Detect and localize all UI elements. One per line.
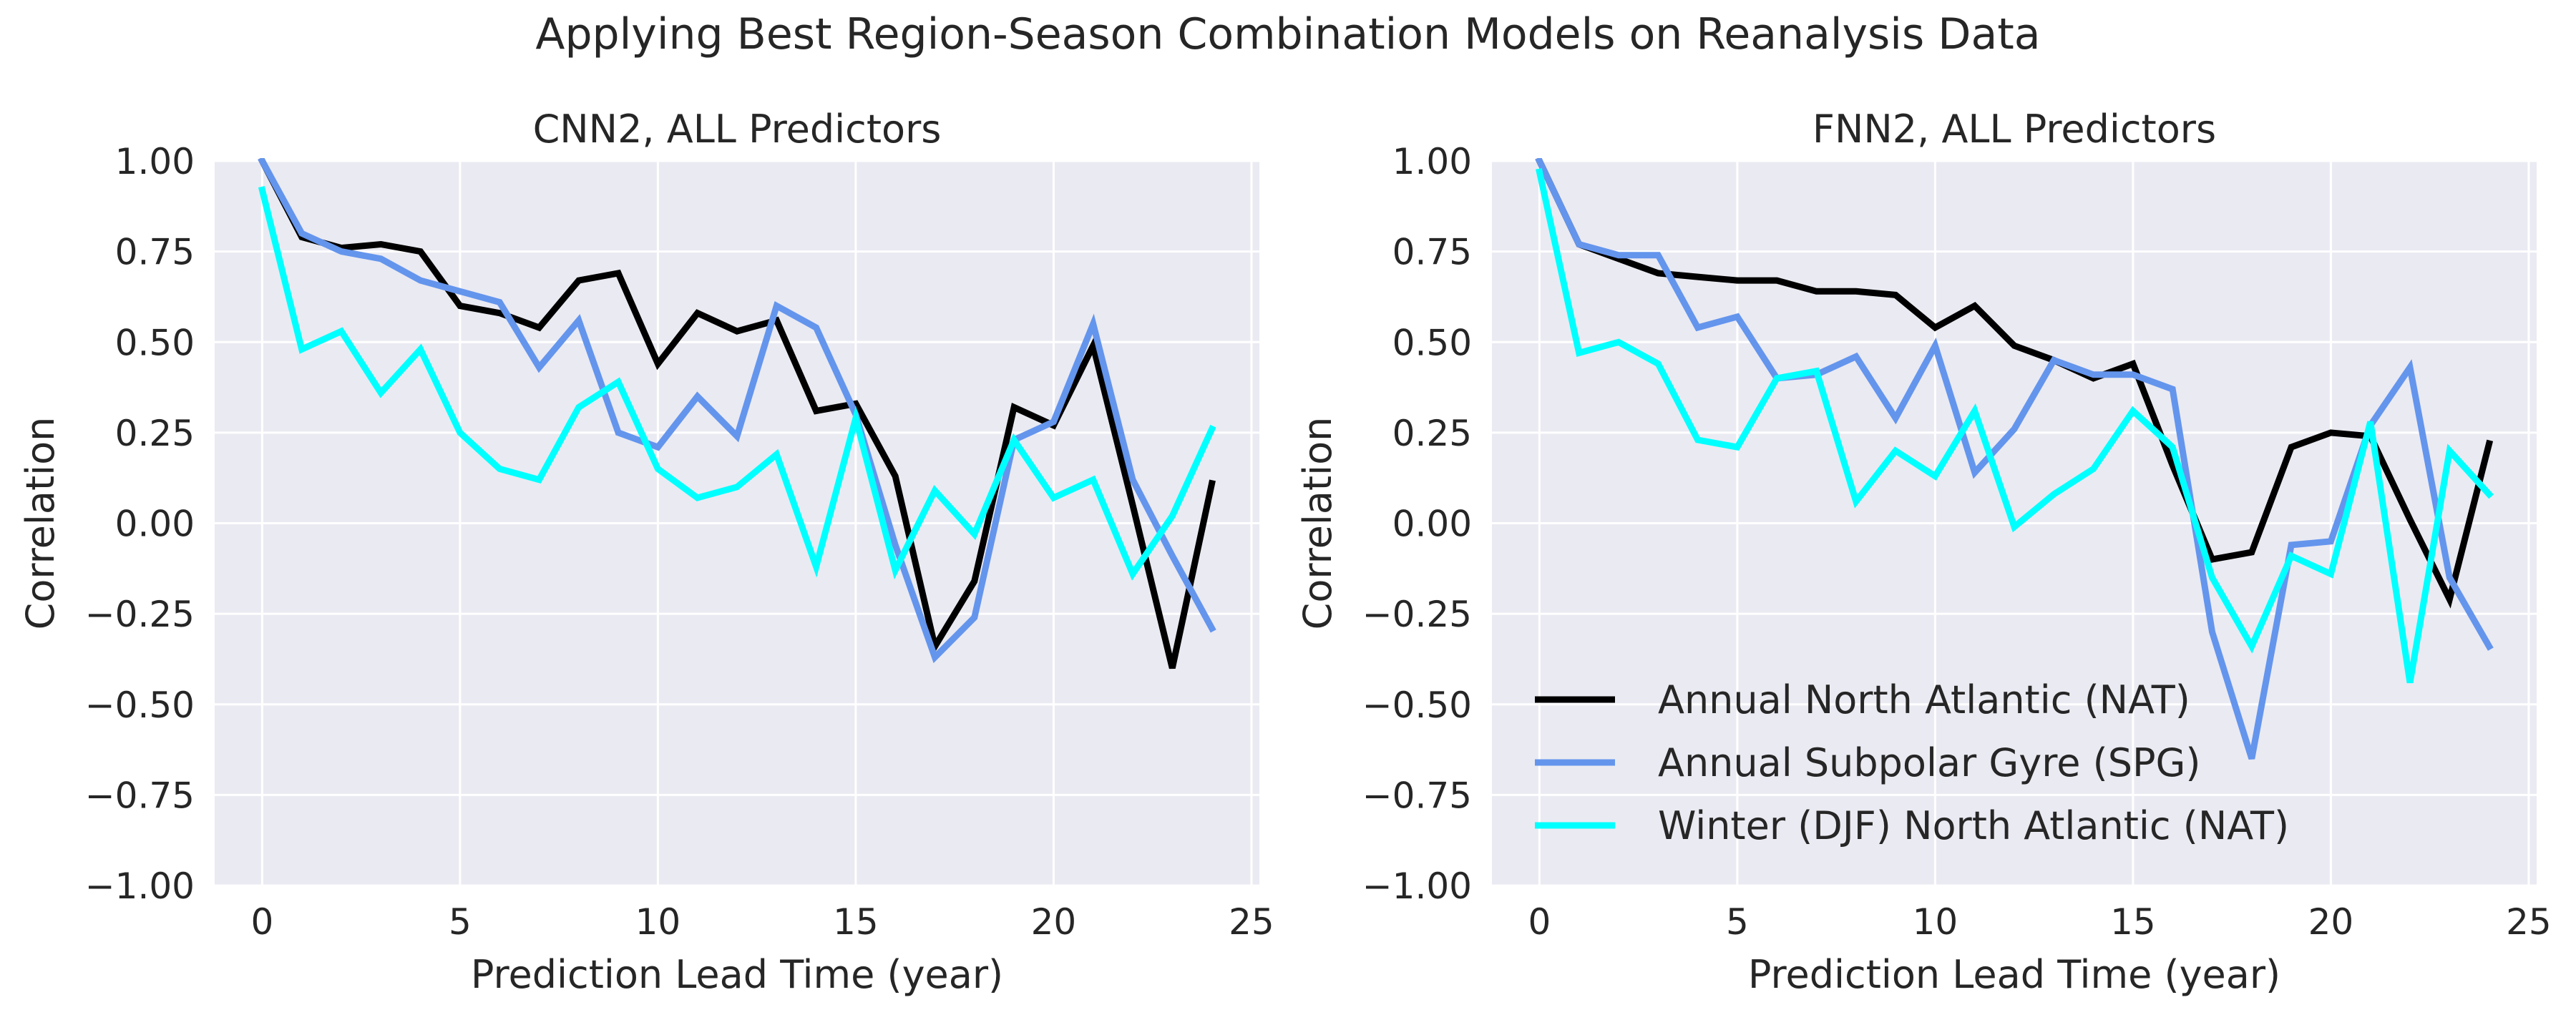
x-tick-label: 20 (1031, 901, 1077, 943)
chart-title: CNN2, ALL Predictors (533, 107, 942, 152)
legend-label: Annual North Atlantic (NAT) (1658, 677, 2190, 722)
chart-panel-2: 0 5 10 15 20 25 1.00 0.75 0.50 0.25 0.00 −0.25 −0.50… (1295, 107, 2552, 997)
y-tick-label: 0.75 (1392, 232, 1472, 273)
x-tick-label: 0 (250, 901, 273, 943)
series-line-2 (1535, 158, 2494, 760)
y-axis-label: Correlation (18, 417, 63, 630)
y-tick-label: 0.00 (1392, 504, 1472, 545)
y-tick-label: 0.25 (115, 413, 195, 454)
x-tick-label: 20 (2308, 901, 2354, 943)
chart-title: FNN2, ALL Predictors (1813, 107, 2216, 152)
y-tick-label: 0.00 (115, 504, 195, 545)
figure-suptitle: Applying Best Region-Season Combination … (535, 9, 2040, 59)
x-axis-label: Prediction Lead Time (year) (471, 952, 1003, 997)
y-tick-label: −0.50 (85, 685, 195, 726)
y-tick-label: −0.75 (85, 775, 195, 816)
x-tick-label: 10 (1913, 901, 1958, 943)
series-line-3 (258, 186, 1216, 581)
x-tick-label: 5 (1726, 901, 1749, 943)
series-line-2 (258, 158, 1216, 664)
y-tick-label: 0.75 (115, 232, 195, 273)
y-tick-label: −0.25 (1362, 594, 1472, 635)
x-axis-label: Prediction Lead Time (year) (1748, 952, 2280, 997)
x-tick-label: 15 (2110, 901, 2156, 943)
y-tick-label: 1.00 (1392, 141, 1472, 182)
x-tick-label: 0 (1528, 901, 1551, 943)
chart-panel-1: 0 5 10 15 20 25 1.00 0.75 0.50 0.25 0.00 −0.25 −0.50… (18, 107, 1274, 997)
y-tick-label: 0.25 (1392, 413, 1472, 454)
y-tick-label: 0.50 (1392, 322, 1472, 363)
series-line-3 (1536, 167, 2494, 684)
series-line-1 (258, 158, 1216, 670)
y-axis-label: Correlation (1295, 417, 1340, 630)
y-tick-label: −1.00 (1362, 865, 1472, 907)
legend: Annual North Atlantic (NAT) Annual Subpol… (1535, 677, 2289, 848)
y-tick-label: 0.50 (115, 322, 195, 363)
y-tick-label: −0.50 (1362, 685, 1472, 726)
x-tick-label: 10 (635, 901, 681, 943)
legend-label: Winter (DJF) North Atlantic (NAT) (1658, 803, 2289, 848)
y-tick-label: −1.00 (85, 865, 195, 907)
y-tick-label: −0.75 (1362, 775, 1472, 816)
y-tick-label: 1.00 (115, 141, 195, 182)
x-tick-label: 15 (833, 901, 879, 943)
x-tick-label: 5 (449, 901, 472, 943)
x-tick-label: 25 (1229, 901, 1274, 943)
y-tick-label: −0.25 (85, 594, 195, 635)
x-tick-label: 25 (2506, 901, 2552, 943)
legend-label: Annual Subpolar Gyre (SPG) (1658, 740, 2200, 785)
series-line-1 (1535, 158, 2494, 609)
